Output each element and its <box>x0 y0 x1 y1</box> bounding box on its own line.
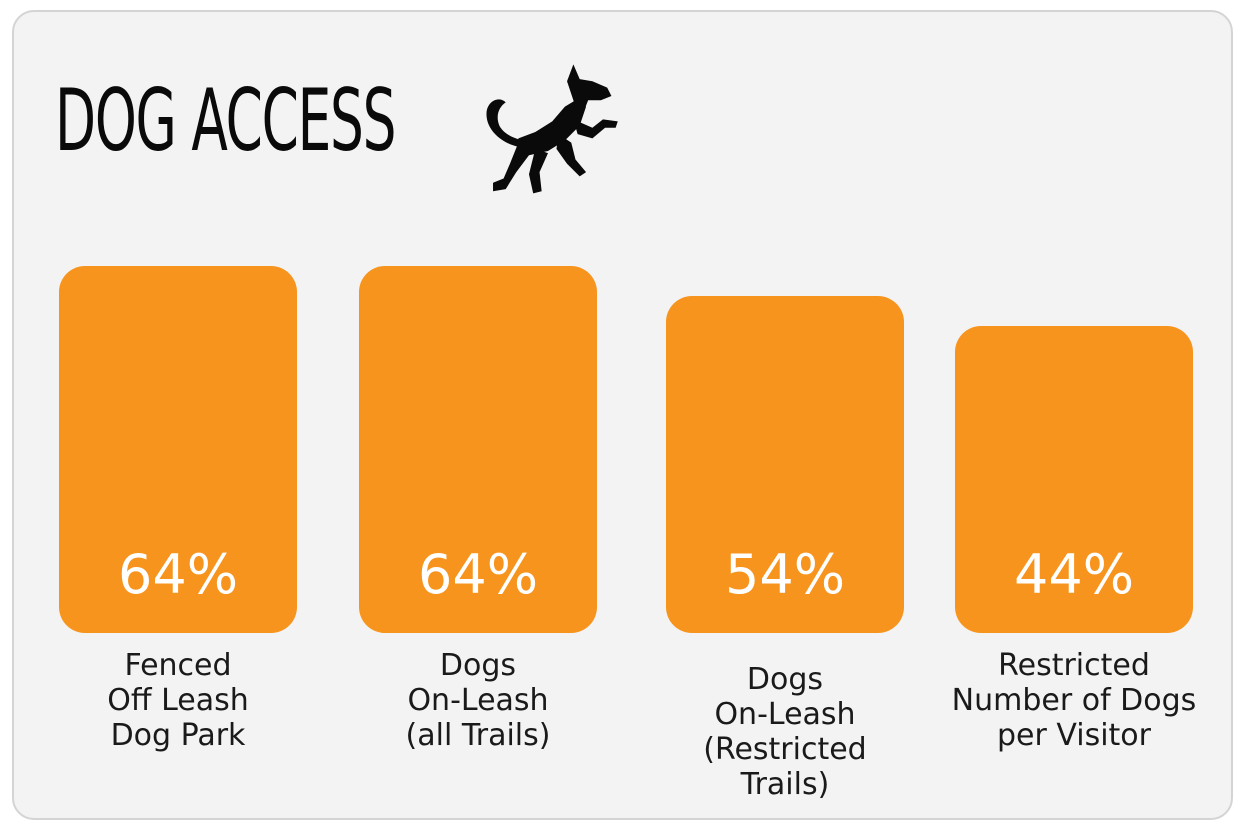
bar-1 <box>59 266 297 633</box>
category-label-2: Dogs On-Leash (all Trails) <box>405 648 551 753</box>
bar-4 <box>955 326 1193 633</box>
bar-value-label-3: 54% <box>725 543 845 606</box>
bar-2 <box>359 266 597 633</box>
category-label-4: Restricted Number of Dogs per Visitor <box>951 648 1197 753</box>
bar-3 <box>666 296 904 633</box>
jumping-dog-icon <box>486 64 618 194</box>
bar-value-label-4: 44% <box>1014 543 1134 606</box>
chart-title: DOG ACCESS <box>55 71 397 171</box>
bar-value-label-2: 64% <box>418 543 538 606</box>
category-label-3: Dogs On-Leash (Restricted Trails) <box>703 662 867 802</box>
bars-layer: 64% 64% 54% 44% <box>59 266 1193 633</box>
category-label-1: Fenced Off Leash Dog Park <box>107 648 249 753</box>
bar-value-label-1: 64% <box>118 543 238 606</box>
